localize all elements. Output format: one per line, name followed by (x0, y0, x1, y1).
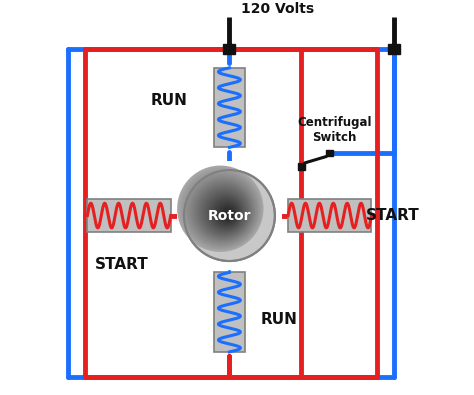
Bar (214, 273, 245, 352)
Bar (388, 44, 400, 54)
Bar (288, 199, 372, 232)
Circle shape (188, 176, 256, 245)
Circle shape (219, 205, 237, 223)
Text: START: START (95, 257, 148, 272)
Circle shape (194, 182, 252, 240)
Circle shape (197, 184, 251, 238)
Circle shape (199, 186, 249, 237)
Circle shape (186, 174, 258, 246)
Circle shape (208, 195, 244, 231)
Circle shape (177, 166, 264, 252)
Text: START: START (365, 208, 419, 223)
Bar (298, 163, 305, 170)
Text: 120 Volts: 120 Volts (241, 2, 314, 15)
Text: Rotor: Rotor (208, 209, 251, 222)
Circle shape (216, 203, 238, 225)
Bar (177, 161, 282, 270)
Circle shape (221, 207, 235, 222)
Bar (327, 150, 333, 156)
Circle shape (184, 170, 275, 261)
Circle shape (182, 170, 261, 249)
Circle shape (212, 199, 241, 228)
Circle shape (190, 178, 255, 243)
Circle shape (210, 197, 242, 229)
Bar (223, 44, 236, 54)
Circle shape (227, 213, 231, 217)
Text: RUN: RUN (150, 92, 187, 107)
Text: Centrifugal
Switch: Centrifugal Switch (297, 116, 372, 144)
Bar (87, 199, 171, 232)
Circle shape (225, 211, 232, 218)
Circle shape (223, 209, 234, 220)
Circle shape (203, 190, 246, 234)
Circle shape (184, 172, 259, 247)
Bar (214, 68, 245, 147)
Circle shape (201, 188, 248, 235)
Text: RUN: RUN (260, 312, 297, 327)
Circle shape (214, 201, 239, 226)
Circle shape (205, 193, 245, 232)
Circle shape (192, 180, 254, 241)
Circle shape (179, 167, 262, 250)
